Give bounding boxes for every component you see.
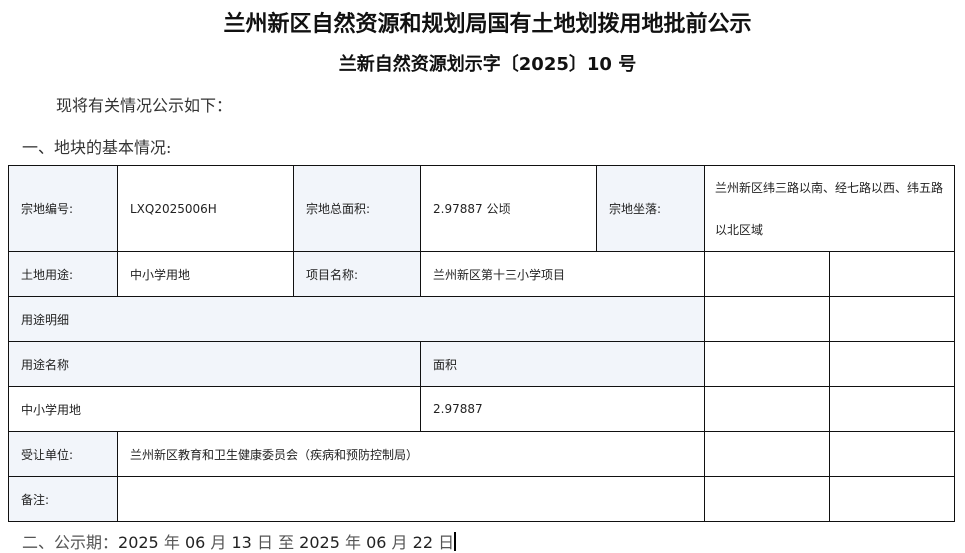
empty-cell bbox=[704, 431, 830, 477]
publicity-prefix: 二、公示期： bbox=[22, 533, 119, 552]
end-year: 2025 bbox=[299, 533, 340, 552]
intro-text: 现将有关情况公示如下： bbox=[56, 96, 233, 115]
document-number: 兰新自然资源划示字〔2025〕10 号 bbox=[338, 54, 637, 75]
table-row: 土地用途: 中小学用地 项目名称: 兰州新区第十三小学项目 bbox=[8, 251, 956, 297]
detail-use-name: 中小学用地 bbox=[8, 386, 421, 432]
remarks-value bbox=[117, 476, 705, 522]
table-row: 用途明细 bbox=[8, 296, 956, 342]
area-header: 面积 bbox=[420, 341, 705, 387]
table-row: 宗地编号: LXQ2025006H 宗地总面积: 2.97887 公顷 宗地坐落… bbox=[8, 165, 956, 252]
year-unit: 年 bbox=[344, 533, 361, 552]
table-row: 备注: bbox=[8, 476, 956, 522]
table-row: 受让单位: 兰州新区教育和卫生健康委员会（疾病和预防控制局） bbox=[8, 431, 956, 477]
remarks-label: 备注: bbox=[8, 476, 118, 522]
area-label: 宗地总面积: bbox=[293, 165, 421, 252]
use-label: 土地用途: bbox=[8, 251, 118, 297]
to-text: 至 bbox=[278, 533, 295, 552]
table-row: 中小学用地 2.97887 bbox=[8, 386, 956, 432]
empty-cell bbox=[704, 386, 830, 432]
area-value: 2.97887 公顷 bbox=[420, 165, 597, 252]
empty-cell bbox=[828, 341, 956, 387]
year-unit: 年 bbox=[163, 533, 180, 552]
month-unit: 月 bbox=[210, 533, 227, 552]
day-unit: 日 bbox=[438, 533, 455, 552]
empty-cell bbox=[704, 341, 830, 387]
page-title: 兰州新区自然资源和规划局国有土地划拨用地批前公示 bbox=[223, 12, 752, 37]
empty-cell bbox=[828, 431, 956, 477]
empty-cell bbox=[704, 296, 830, 342]
text-cursor bbox=[454, 532, 457, 551]
empty-cell bbox=[828, 476, 956, 522]
start-month: 06 bbox=[184, 533, 206, 552]
end-month: 06 bbox=[366, 533, 387, 552]
grantee-value: 兰州新区教育和卫生健康委员会（疾病和预防控制局） bbox=[117, 431, 705, 477]
use-value: 中小学用地 bbox=[117, 251, 294, 297]
section-1-heading: 一、地块的基本情况: bbox=[22, 138, 172, 157]
month-unit: 月 bbox=[391, 533, 408, 552]
use-detail-label: 用途明细 bbox=[8, 296, 705, 342]
empty-cell bbox=[828, 251, 956, 297]
project-value: 兰州新区第十三小学项目 bbox=[420, 251, 705, 297]
location-label: 宗地坐落: bbox=[596, 165, 705, 252]
project-label: 项目名称: bbox=[293, 251, 421, 297]
parcel-info-table: 宗地编号: LXQ2025006H 宗地总面积: 2.97887 公顷 宗地坐落… bbox=[8, 165, 956, 522]
parcel-no-value: LXQ2025006H bbox=[117, 165, 294, 252]
grantee-label: 受让单位: bbox=[8, 431, 118, 477]
day-unit: 日 bbox=[256, 533, 273, 552]
empty-cell bbox=[704, 476, 830, 522]
table-row: 用途名称 面积 bbox=[8, 341, 956, 387]
end-day: 22 bbox=[412, 533, 434, 552]
start-day: 13 bbox=[231, 533, 252, 552]
empty-cell bbox=[828, 386, 956, 432]
empty-cell bbox=[704, 251, 830, 297]
location-value: 兰州新区纬三路以南、经七路以西、纬五路以北区域 bbox=[703, 165, 956, 252]
use-name-header: 用途名称 bbox=[8, 341, 421, 387]
empty-cell bbox=[828, 296, 956, 342]
publicity-period: 二、公示期：2025 年 06 月 13 日 至 2025 年 06 月 22 … bbox=[22, 529, 457, 553]
start-year: 2025 bbox=[118, 533, 159, 552]
detail-area: 2.97887 bbox=[420, 386, 705, 432]
parcel-no-label: 宗地编号: bbox=[8, 165, 118, 252]
